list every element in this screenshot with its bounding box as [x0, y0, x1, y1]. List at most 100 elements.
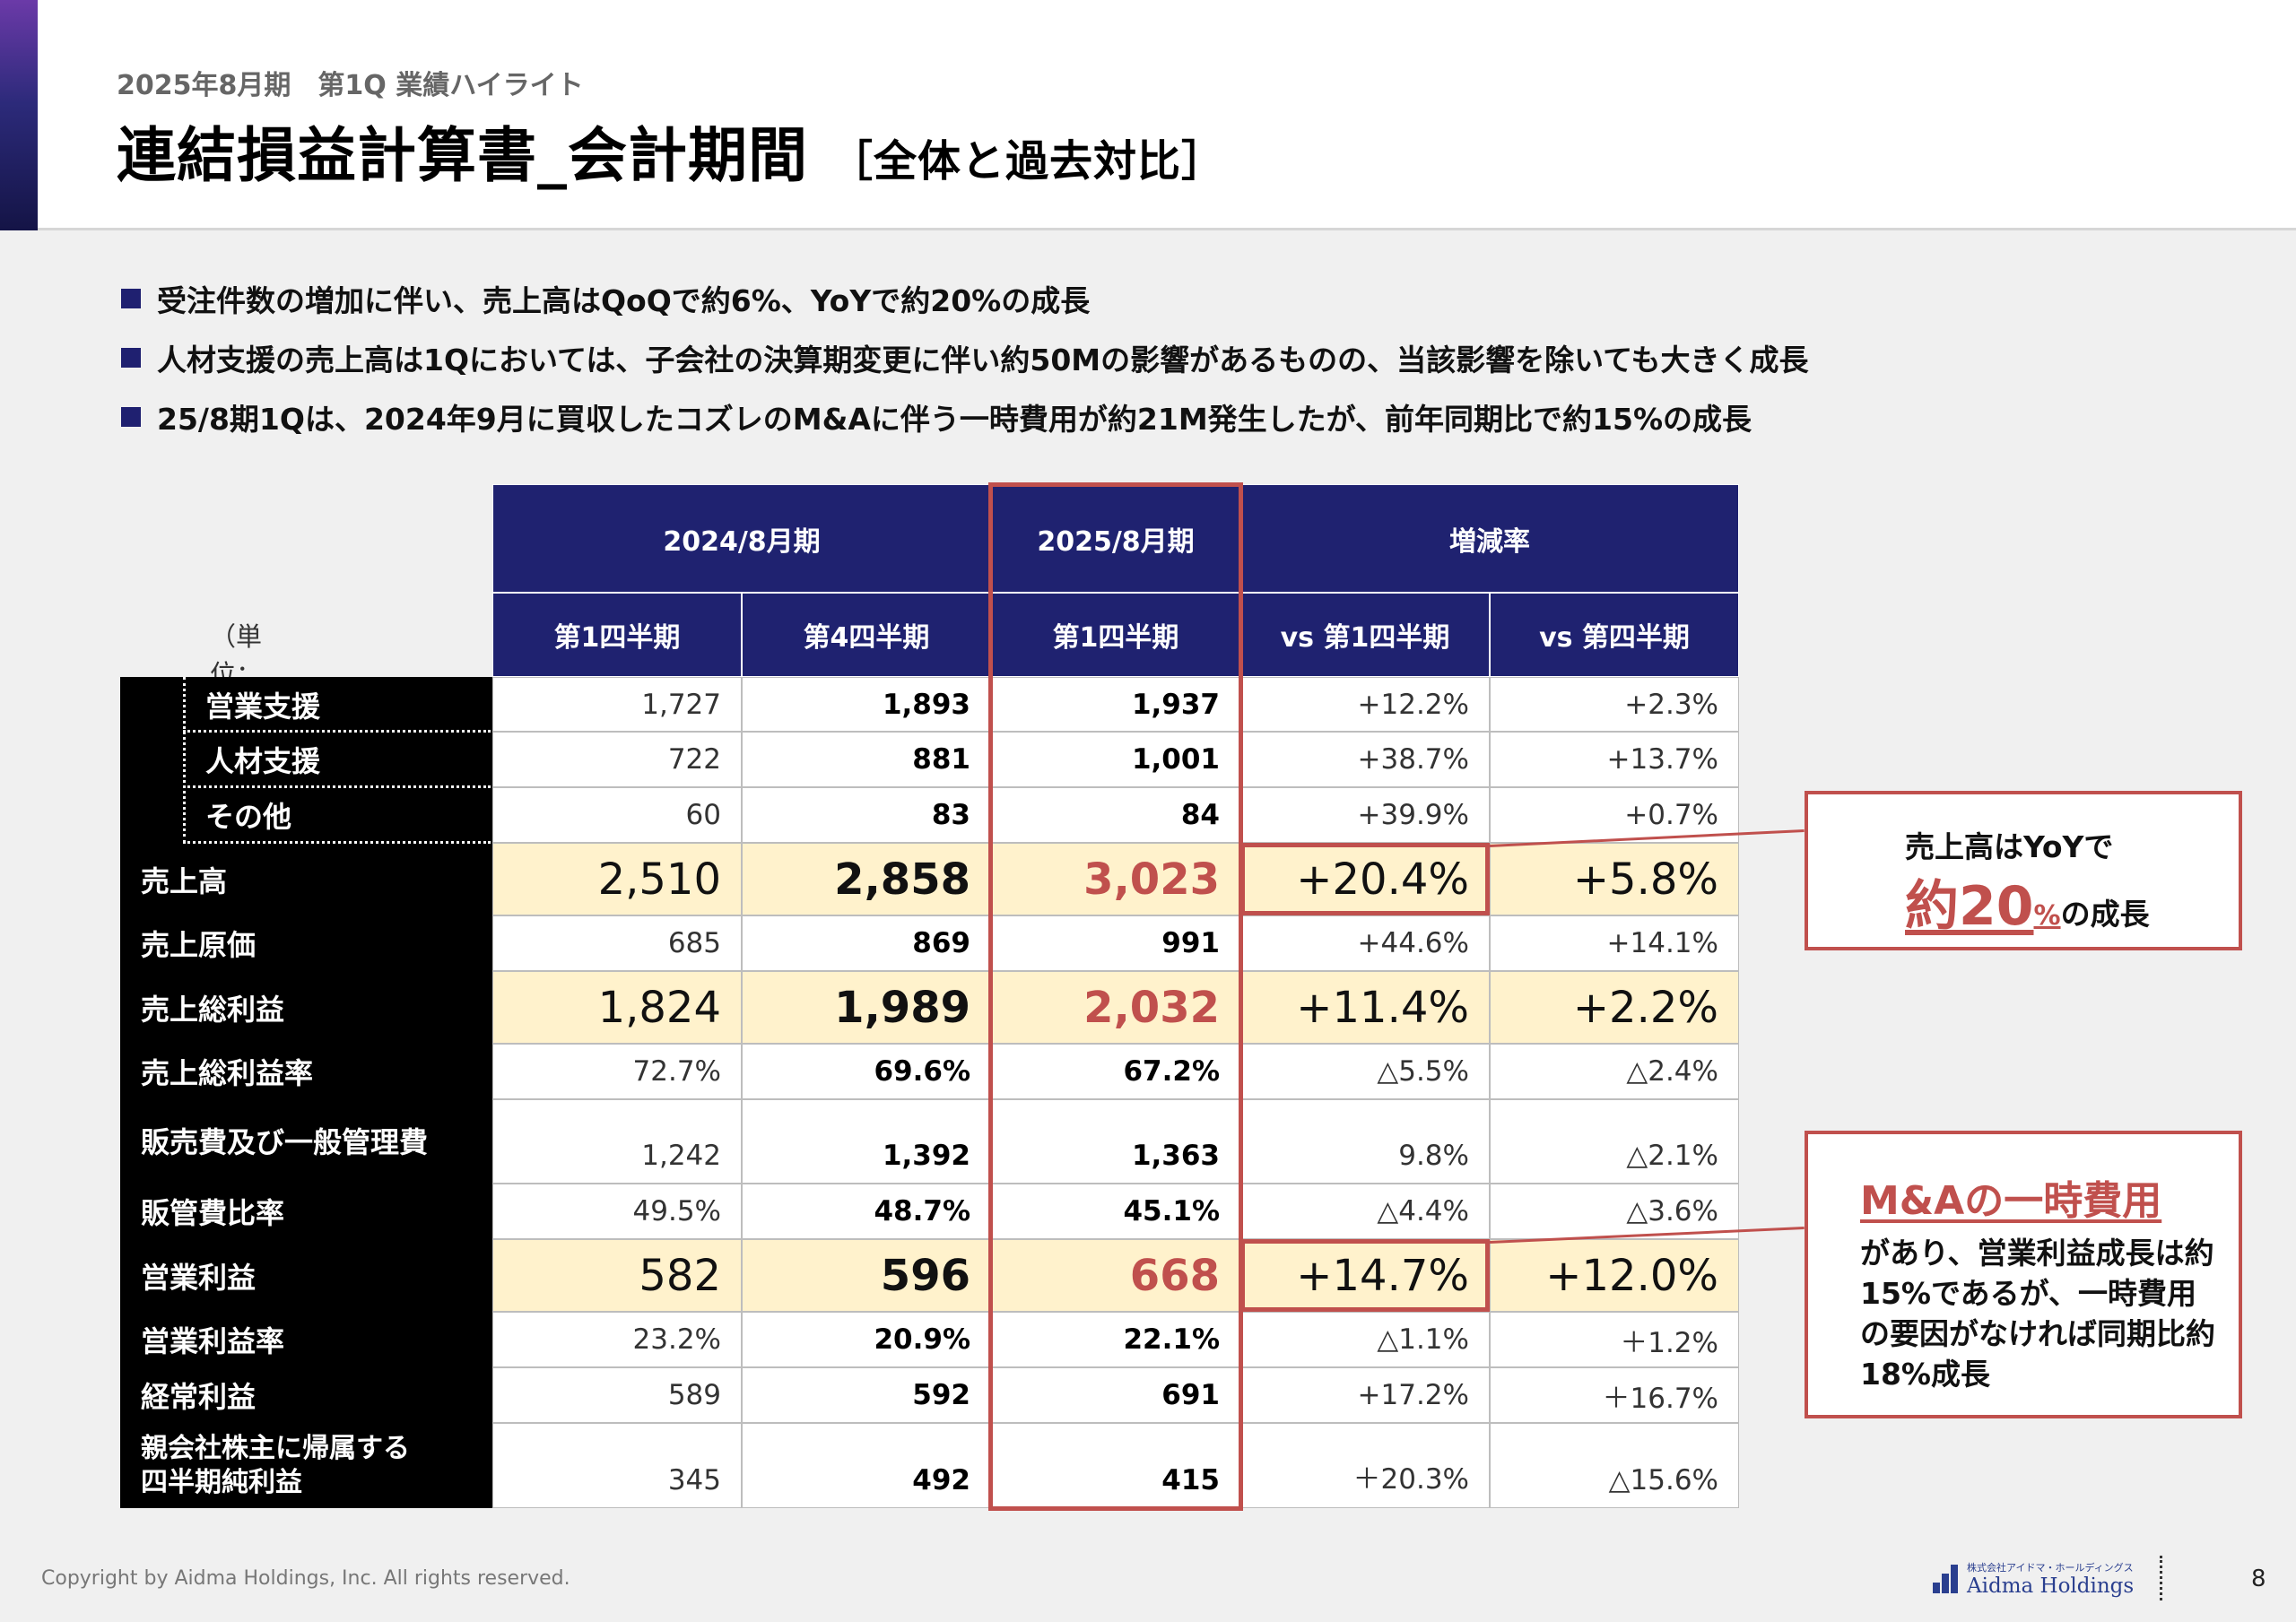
row-label: 人材支援 — [120, 732, 492, 787]
bullet-text: 受注件数の増加に伴い、売上高はQoQで約6%、YoYで約20%の成長 — [157, 283, 1091, 318]
footer-divider — [2160, 1556, 2162, 1600]
slide-subtitle: 2025年8月期 第1Q 業績ハイライト — [117, 70, 584, 101]
table-cell: 415 — [991, 1423, 1240, 1508]
title-sub: ［全体と過去対比］ — [830, 136, 1226, 186]
table-cell: 2,858 — [742, 843, 991, 915]
bullet-item: 受注件数の増加に伴い、売上高はQoQで約6%、YoYで約20%の成長 — [121, 269, 1809, 328]
table-cell: 1,937 — [991, 677, 1240, 732]
table-cell: +13.7% — [1490, 732, 1739, 787]
table-cell: 9.8% — [1240, 1099, 1490, 1184]
callout-sales-line1: 売上高はYoYで — [1905, 829, 2114, 864]
logo-mark-icon — [1933, 1565, 1960, 1593]
company-logo: 株式会社アイドマ・ホールディングス Aidma Holdings — [1933, 1560, 2134, 1598]
table-cell: 23.2% — [492, 1312, 742, 1367]
table-cell: +14.1% — [1490, 915, 1739, 971]
table-cell: 881 — [742, 732, 991, 787]
table-cell: 20.9% — [742, 1312, 991, 1367]
callout-ma: M&Aの一時費用 があり、営業利益成長は約15%であるが、一時費用の要因がなけれ… — [1805, 1131, 2242, 1418]
table-cell: △5.5% — [1240, 1044, 1490, 1099]
table-cell: 869 — [742, 915, 991, 971]
row-label: 営業利益率 — [120, 1312, 492, 1367]
table-cell: 72.7% — [492, 1044, 742, 1099]
bullet-text: 25/8期1Qは、2024年9月に買収したコズレのM&Aに伴う一時費用が約21M… — [157, 402, 1752, 437]
accent-bar — [0, 0, 38, 230]
row-label: 売上総利益 — [120, 971, 492, 1044]
row-label: 売上高 — [120, 843, 492, 915]
table-cell: 1,392 — [742, 1099, 991, 1184]
table-cell: 67.2% — [991, 1044, 1240, 1099]
table-cell: △4.4% — [1240, 1184, 1490, 1239]
table-cell: 589 — [492, 1367, 742, 1423]
segment-row-divider — [183, 785, 491, 788]
table-cell: 592 — [742, 1367, 991, 1423]
table-cell: 685 — [492, 915, 742, 971]
table-cell: 3,023 — [991, 843, 1240, 915]
table-cell: 1,363 — [991, 1099, 1240, 1184]
table-cell: 1,001 — [991, 732, 1240, 787]
table-cell: 49.5% — [492, 1184, 742, 1239]
table-cell: +38.7% — [1240, 732, 1490, 787]
table-cell: △2.1% — [1490, 1099, 1739, 1184]
bullet-text: 人材支援の売上高は1Qにおいては、子会社の決算期変更に伴い約50Mの影響があるも… — [157, 343, 1809, 377]
table-cell: 1,893 — [742, 677, 991, 732]
table-cell: 2,032 — [991, 971, 1240, 1044]
table-cell: 60 — [492, 787, 742, 843]
bullet-square-icon — [121, 407, 141, 427]
table-cell: 345 — [492, 1423, 742, 1508]
row-label: 営業利益 — [120, 1239, 492, 1312]
callout-sales-big: 約20 — [1905, 875, 2034, 938]
table-cell: 83 — [742, 787, 991, 843]
table-cell: 691 — [991, 1367, 1240, 1423]
row-label: 販売費及び一般管理費 — [120, 1099, 492, 1184]
segment-row-divider — [183, 841, 491, 844]
table-cell: +2.2% — [1490, 971, 1739, 1044]
callout-ma-head: M&Aの一時費用 — [1860, 1178, 2162, 1224]
row-label: 売上原価 — [120, 915, 492, 971]
column-header: vs 第四半期 — [1490, 593, 1739, 677]
table-cell: 48.7% — [742, 1184, 991, 1239]
table-cell: +20.4% — [1240, 843, 1490, 915]
callout-sales-unit: % — [2033, 900, 2061, 932]
bullet-square-icon — [121, 348, 141, 368]
logo-small-text: 株式会社アイドマ・ホールディングス — [1967, 1562, 2134, 1574]
group-header: 2025/8月期 — [991, 484, 1240, 593]
segment-row-divider — [183, 730, 491, 733]
slide-header: 2025年8月期 第1Q 業績ハイライト 連結損益計算書_会計期間 ［全体と過去対… — [0, 0, 2296, 230]
table-cell: ＋16.7% — [1490, 1367, 1739, 1423]
bullet-item: 人材支援の売上高は1Qにおいては、子会社の決算期変更に伴い約50Mの影響があるも… — [121, 328, 1809, 387]
table-cell: 596 — [742, 1239, 991, 1312]
row-label: 経常利益 — [120, 1367, 492, 1423]
logo-main-text: Aidma Holdings — [1967, 1574, 2135, 1598]
table-cell: +0.7% — [1490, 787, 1739, 843]
table-cell: +39.9% — [1240, 787, 1490, 843]
page-number: 8 — [2251, 1566, 2266, 1592]
table-cell: △3.6% — [1490, 1184, 1739, 1239]
group-header: 2024/8月期 — [492, 484, 991, 593]
table-cell: 722 — [492, 732, 742, 787]
segment-divider — [183, 677, 186, 843]
table-cell: ＋20.3% — [1240, 1423, 1490, 1508]
callout-ma-body: があり、営業利益成長は約15%であるが、一時費用の要因がなければ同期比約18%成… — [1860, 1236, 2215, 1392]
table-cell: +11.4% — [1240, 971, 1490, 1044]
table-cell: +17.2% — [1240, 1367, 1490, 1423]
table-cell: 1,989 — [742, 971, 991, 1044]
table-cell: △1.1% — [1240, 1312, 1490, 1367]
table-cell: 1,824 — [492, 971, 742, 1044]
row-label: 営業支援 — [120, 677, 492, 732]
copyright: Copyright by Aidma Holdings, Inc. All ri… — [41, 1567, 570, 1590]
table-cell: +12.2% — [1240, 677, 1490, 732]
bullet-item: 25/8期1Qは、2024年9月に買収したコズレのM&Aに伴う一時費用が約21M… — [121, 387, 1809, 447]
table-cell: 668 — [991, 1239, 1240, 1312]
table-cell: +12.0% — [1490, 1239, 1739, 1312]
table-cell: 69.6% — [742, 1044, 991, 1099]
callout-sales-tail: の成長 — [2060, 897, 2150, 932]
callout-sales-line2: 約20%の成長 — [1905, 863, 2150, 941]
column-header: 第4四半期 — [742, 593, 991, 677]
row-label: 親会社株主に帰属する 四半期純利益 — [120, 1423, 492, 1508]
table-cell: +5.8% — [1490, 843, 1739, 915]
slide-title: 連結損益計算書_会計期間 ［全体と過去対比］ — [117, 108, 1225, 194]
title-main: 連結損益計算書_会計期間 — [117, 121, 808, 190]
callout-sales: 売上高はYoYで 約20%の成長 — [1805, 791, 2242, 950]
bullet-list: 受注件数の増加に伴い、売上高はQoQで約6%、YoYで約20%の成長 人材支援の… — [121, 269, 1809, 447]
bullet-square-icon — [121, 289, 141, 308]
